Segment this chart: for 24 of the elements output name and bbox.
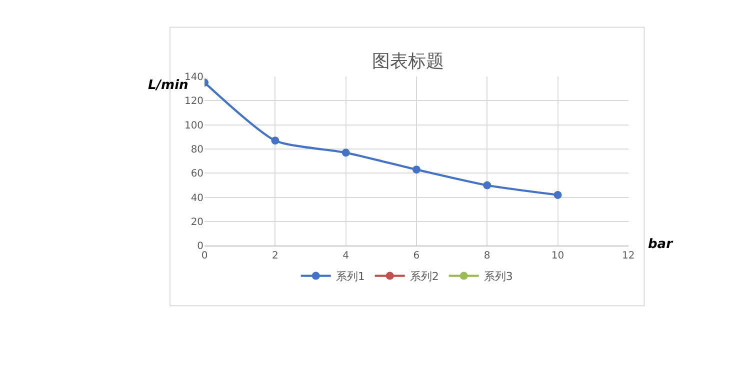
point	[483, 181, 492, 190]
x-tick-label: 6	[413, 250, 420, 262]
y-tick-label: 0	[197, 241, 204, 252]
y-tick-label: 120	[184, 96, 204, 108]
y-tick-label: 80	[190, 144, 204, 156]
point	[554, 190, 562, 199]
x-tick-label: 4	[342, 250, 350, 262]
x-tick-label: 8	[484, 250, 490, 262]
chart-title: 图表标题	[372, 51, 444, 72]
x-axis-title: bar	[648, 237, 674, 252]
y-tick-label: 40	[190, 192, 204, 204]
legend-label: 系列3	[484, 270, 513, 284]
y-tick-label: 20	[190, 217, 204, 228]
x-tick-label: 2	[272, 250, 278, 262]
x-tick-label: 10	[551, 250, 564, 262]
point	[271, 136, 280, 145]
point	[412, 166, 420, 174]
legend-label: 系列2	[410, 270, 439, 284]
point	[342, 148, 350, 157]
legend-label: 系列1	[336, 270, 365, 284]
y-tick-label: 60	[190, 168, 204, 180]
y-tick-label: 100	[184, 120, 204, 132]
y-axis-title: L/min	[148, 78, 188, 93]
x-tick-label: 12	[622, 250, 635, 262]
